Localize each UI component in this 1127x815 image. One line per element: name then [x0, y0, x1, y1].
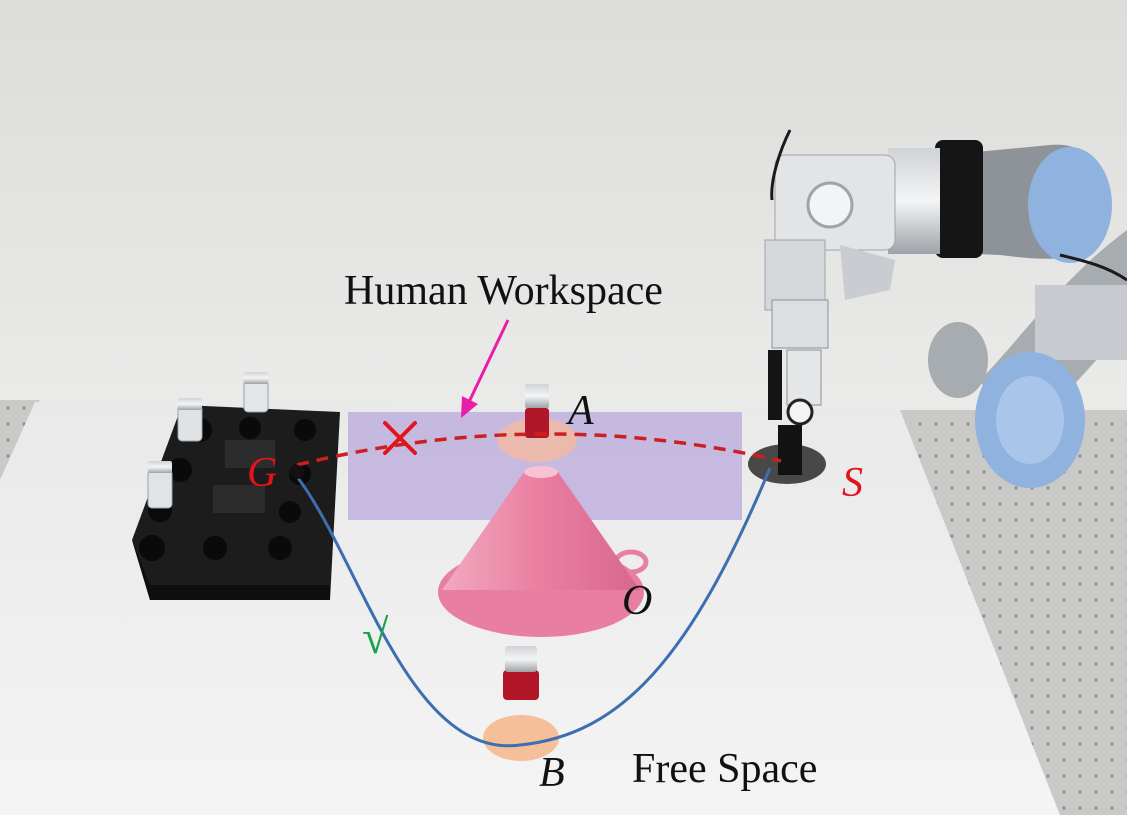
workspace-arrow-icon: [461, 319, 510, 418]
vial-a: [525, 384, 549, 438]
point-o-label: O: [622, 578, 653, 624]
blocked-path: [296, 432, 782, 467]
breadboard-right: [900, 410, 1127, 815]
vial-b: [503, 646, 539, 700]
free-path: [296, 467, 772, 748]
location-b-disc: [483, 715, 559, 761]
vial-2: [243, 372, 269, 413]
robot-arm: [764, 129, 1127, 488]
free-space-label: Free Space: [632, 746, 818, 792]
point-s-label: S: [842, 460, 863, 506]
vial-3: [147, 461, 173, 509]
point-g-label: G: [247, 450, 278, 496]
location-a-disc: [497, 418, 577, 462]
check-icon: √: [362, 611, 389, 664]
vial-1: [177, 398, 203, 442]
human-workspace-label: Human Workspace: [344, 268, 663, 314]
cross-icon: [383, 421, 417, 455]
point-b-label: B: [539, 750, 565, 796]
obstacle-cone: [438, 466, 649, 637]
goal-marker: [290, 465, 304, 479]
point-a-label: A: [568, 388, 594, 434]
vial-tray: [132, 405, 340, 600]
